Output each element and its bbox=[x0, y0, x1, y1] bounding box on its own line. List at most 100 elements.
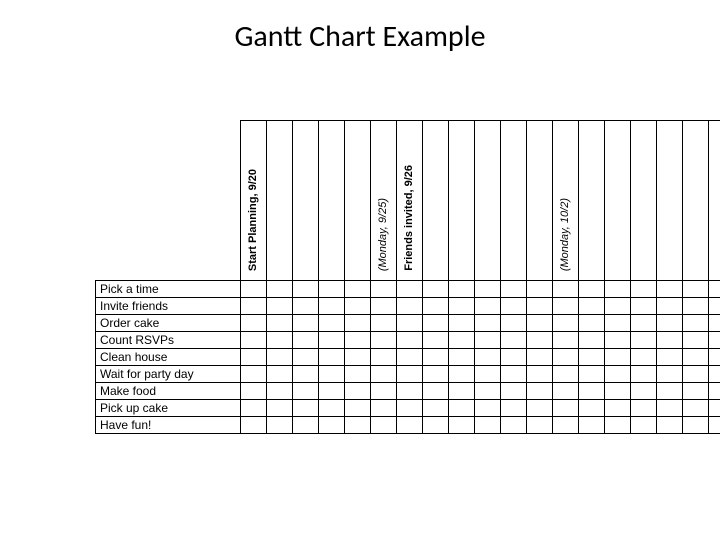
gantt-cell bbox=[657, 400, 683, 417]
gantt-cell bbox=[267, 281, 293, 298]
gantt-cell bbox=[631, 349, 657, 366]
gantt-row: Wait for party day bbox=[96, 366, 720, 383]
gantt-cell bbox=[267, 298, 293, 315]
gantt-cell bbox=[345, 417, 371, 434]
gantt-cell bbox=[371, 383, 397, 400]
gantt-row: Pick a time bbox=[96, 281, 720, 298]
gantt-cell bbox=[423, 281, 449, 298]
gantt-cell bbox=[657, 383, 683, 400]
gantt-row-label: Order cake bbox=[96, 315, 241, 332]
gantt-cell bbox=[371, 366, 397, 383]
gantt-cell bbox=[397, 366, 423, 383]
gantt-cell bbox=[449, 400, 475, 417]
page-title: Gantt Chart Example bbox=[0, 0, 720, 55]
gantt-cell bbox=[397, 383, 423, 400]
gantt-cell bbox=[657, 417, 683, 434]
gantt-row-label: Have fun! bbox=[96, 417, 241, 434]
gantt-cell bbox=[319, 366, 345, 383]
gantt-cell bbox=[345, 400, 371, 417]
gantt-cell bbox=[241, 366, 267, 383]
gantt-cell bbox=[605, 417, 631, 434]
gantt-cell bbox=[579, 400, 605, 417]
gantt-cell bbox=[371, 400, 397, 417]
gantt-cell bbox=[501, 315, 527, 332]
gantt-cell bbox=[449, 366, 475, 383]
gantt-row-label: Pick up cake bbox=[96, 400, 241, 417]
gantt-cell bbox=[631, 281, 657, 298]
gantt-cell bbox=[631, 366, 657, 383]
gantt-cell bbox=[605, 332, 631, 349]
gantt-cell bbox=[293, 349, 319, 366]
gantt-col-header: Friends invited, 9/26 bbox=[397, 121, 423, 281]
gantt-cell bbox=[293, 332, 319, 349]
gantt-cell bbox=[267, 332, 293, 349]
page: Gantt Chart Example Start Planning, 9/20… bbox=[0, 0, 720, 540]
gantt-cell bbox=[423, 383, 449, 400]
gantt-cell bbox=[345, 298, 371, 315]
gantt-chart: Start Planning, 9/20(Monday, 9/25)Friend… bbox=[95, 120, 655, 434]
gantt-cell bbox=[709, 315, 720, 332]
gantt-cell bbox=[241, 400, 267, 417]
gantt-cell bbox=[423, 298, 449, 315]
gantt-cell bbox=[553, 383, 579, 400]
gantt-body: Pick a timeInvite friendsOrder cakeCount… bbox=[96, 281, 720, 434]
gantt-cell bbox=[423, 332, 449, 349]
gantt-cell bbox=[631, 298, 657, 315]
gantt-cell bbox=[683, 417, 709, 434]
gantt-cell bbox=[345, 281, 371, 298]
gantt-cell bbox=[553, 349, 579, 366]
gantt-cell bbox=[709, 349, 720, 366]
gantt-cell bbox=[371, 332, 397, 349]
gantt-cell bbox=[579, 298, 605, 315]
gantt-cell bbox=[423, 400, 449, 417]
gantt-cell bbox=[579, 383, 605, 400]
gantt-cell bbox=[657, 298, 683, 315]
gantt-cell bbox=[683, 400, 709, 417]
gantt-cell bbox=[553, 400, 579, 417]
gantt-cell bbox=[267, 400, 293, 417]
gantt-cell bbox=[475, 417, 501, 434]
gantt-cell bbox=[241, 298, 267, 315]
gantt-cell bbox=[293, 298, 319, 315]
gantt-cell bbox=[449, 383, 475, 400]
gantt-cell bbox=[319, 349, 345, 366]
gantt-cell bbox=[501, 383, 527, 400]
gantt-cell bbox=[345, 366, 371, 383]
gantt-cell bbox=[501, 417, 527, 434]
gantt-cell bbox=[527, 298, 553, 315]
gantt-cell bbox=[553, 417, 579, 434]
gantt-cell bbox=[345, 383, 371, 400]
gantt-cell bbox=[605, 281, 631, 298]
gantt-cell bbox=[657, 366, 683, 383]
gantt-col-header bbox=[501, 121, 527, 281]
gantt-cell bbox=[631, 383, 657, 400]
gantt-cell bbox=[241, 332, 267, 349]
gantt-cell bbox=[319, 298, 345, 315]
gantt-cell bbox=[371, 298, 397, 315]
gantt-cell bbox=[397, 298, 423, 315]
gantt-cell bbox=[449, 281, 475, 298]
gantt-col-header: (Monday, 10/2) bbox=[553, 121, 579, 281]
gantt-cell bbox=[241, 383, 267, 400]
gantt-cell bbox=[657, 281, 683, 298]
gantt-row-label: Make food bbox=[96, 383, 241, 400]
gantt-cell bbox=[267, 417, 293, 434]
gantt-table: Start Planning, 9/20(Monday, 9/25)Friend… bbox=[95, 120, 720, 434]
gantt-cell bbox=[397, 281, 423, 298]
gantt-col-header bbox=[293, 121, 319, 281]
gantt-cell bbox=[475, 349, 501, 366]
gantt-row: Make food bbox=[96, 383, 720, 400]
gantt-cell bbox=[293, 366, 319, 383]
gantt-cell bbox=[293, 383, 319, 400]
gantt-cell bbox=[397, 417, 423, 434]
gantt-cell bbox=[267, 383, 293, 400]
gantt-col-header bbox=[605, 121, 631, 281]
gantt-col-header bbox=[709, 121, 720, 281]
gantt-cell bbox=[579, 315, 605, 332]
gantt-cell bbox=[475, 315, 501, 332]
gantt-cell bbox=[527, 349, 553, 366]
gantt-col-header bbox=[657, 121, 683, 281]
gantt-cell bbox=[371, 315, 397, 332]
gantt-col-label: (Monday, 9/25) bbox=[378, 198, 389, 271]
gantt-cell bbox=[345, 315, 371, 332]
